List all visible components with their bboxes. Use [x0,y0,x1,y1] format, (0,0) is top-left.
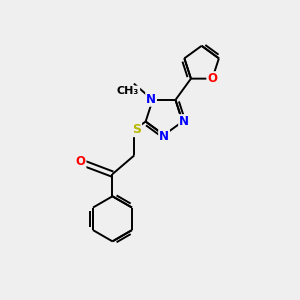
Text: O: O [76,155,85,168]
Text: N: N [179,115,189,128]
Text: N: N [146,93,156,106]
Text: N: N [159,130,169,143]
Text: S: S [132,123,141,136]
Text: O: O [207,72,217,85]
Text: CH₃: CH₃ [117,86,139,97]
